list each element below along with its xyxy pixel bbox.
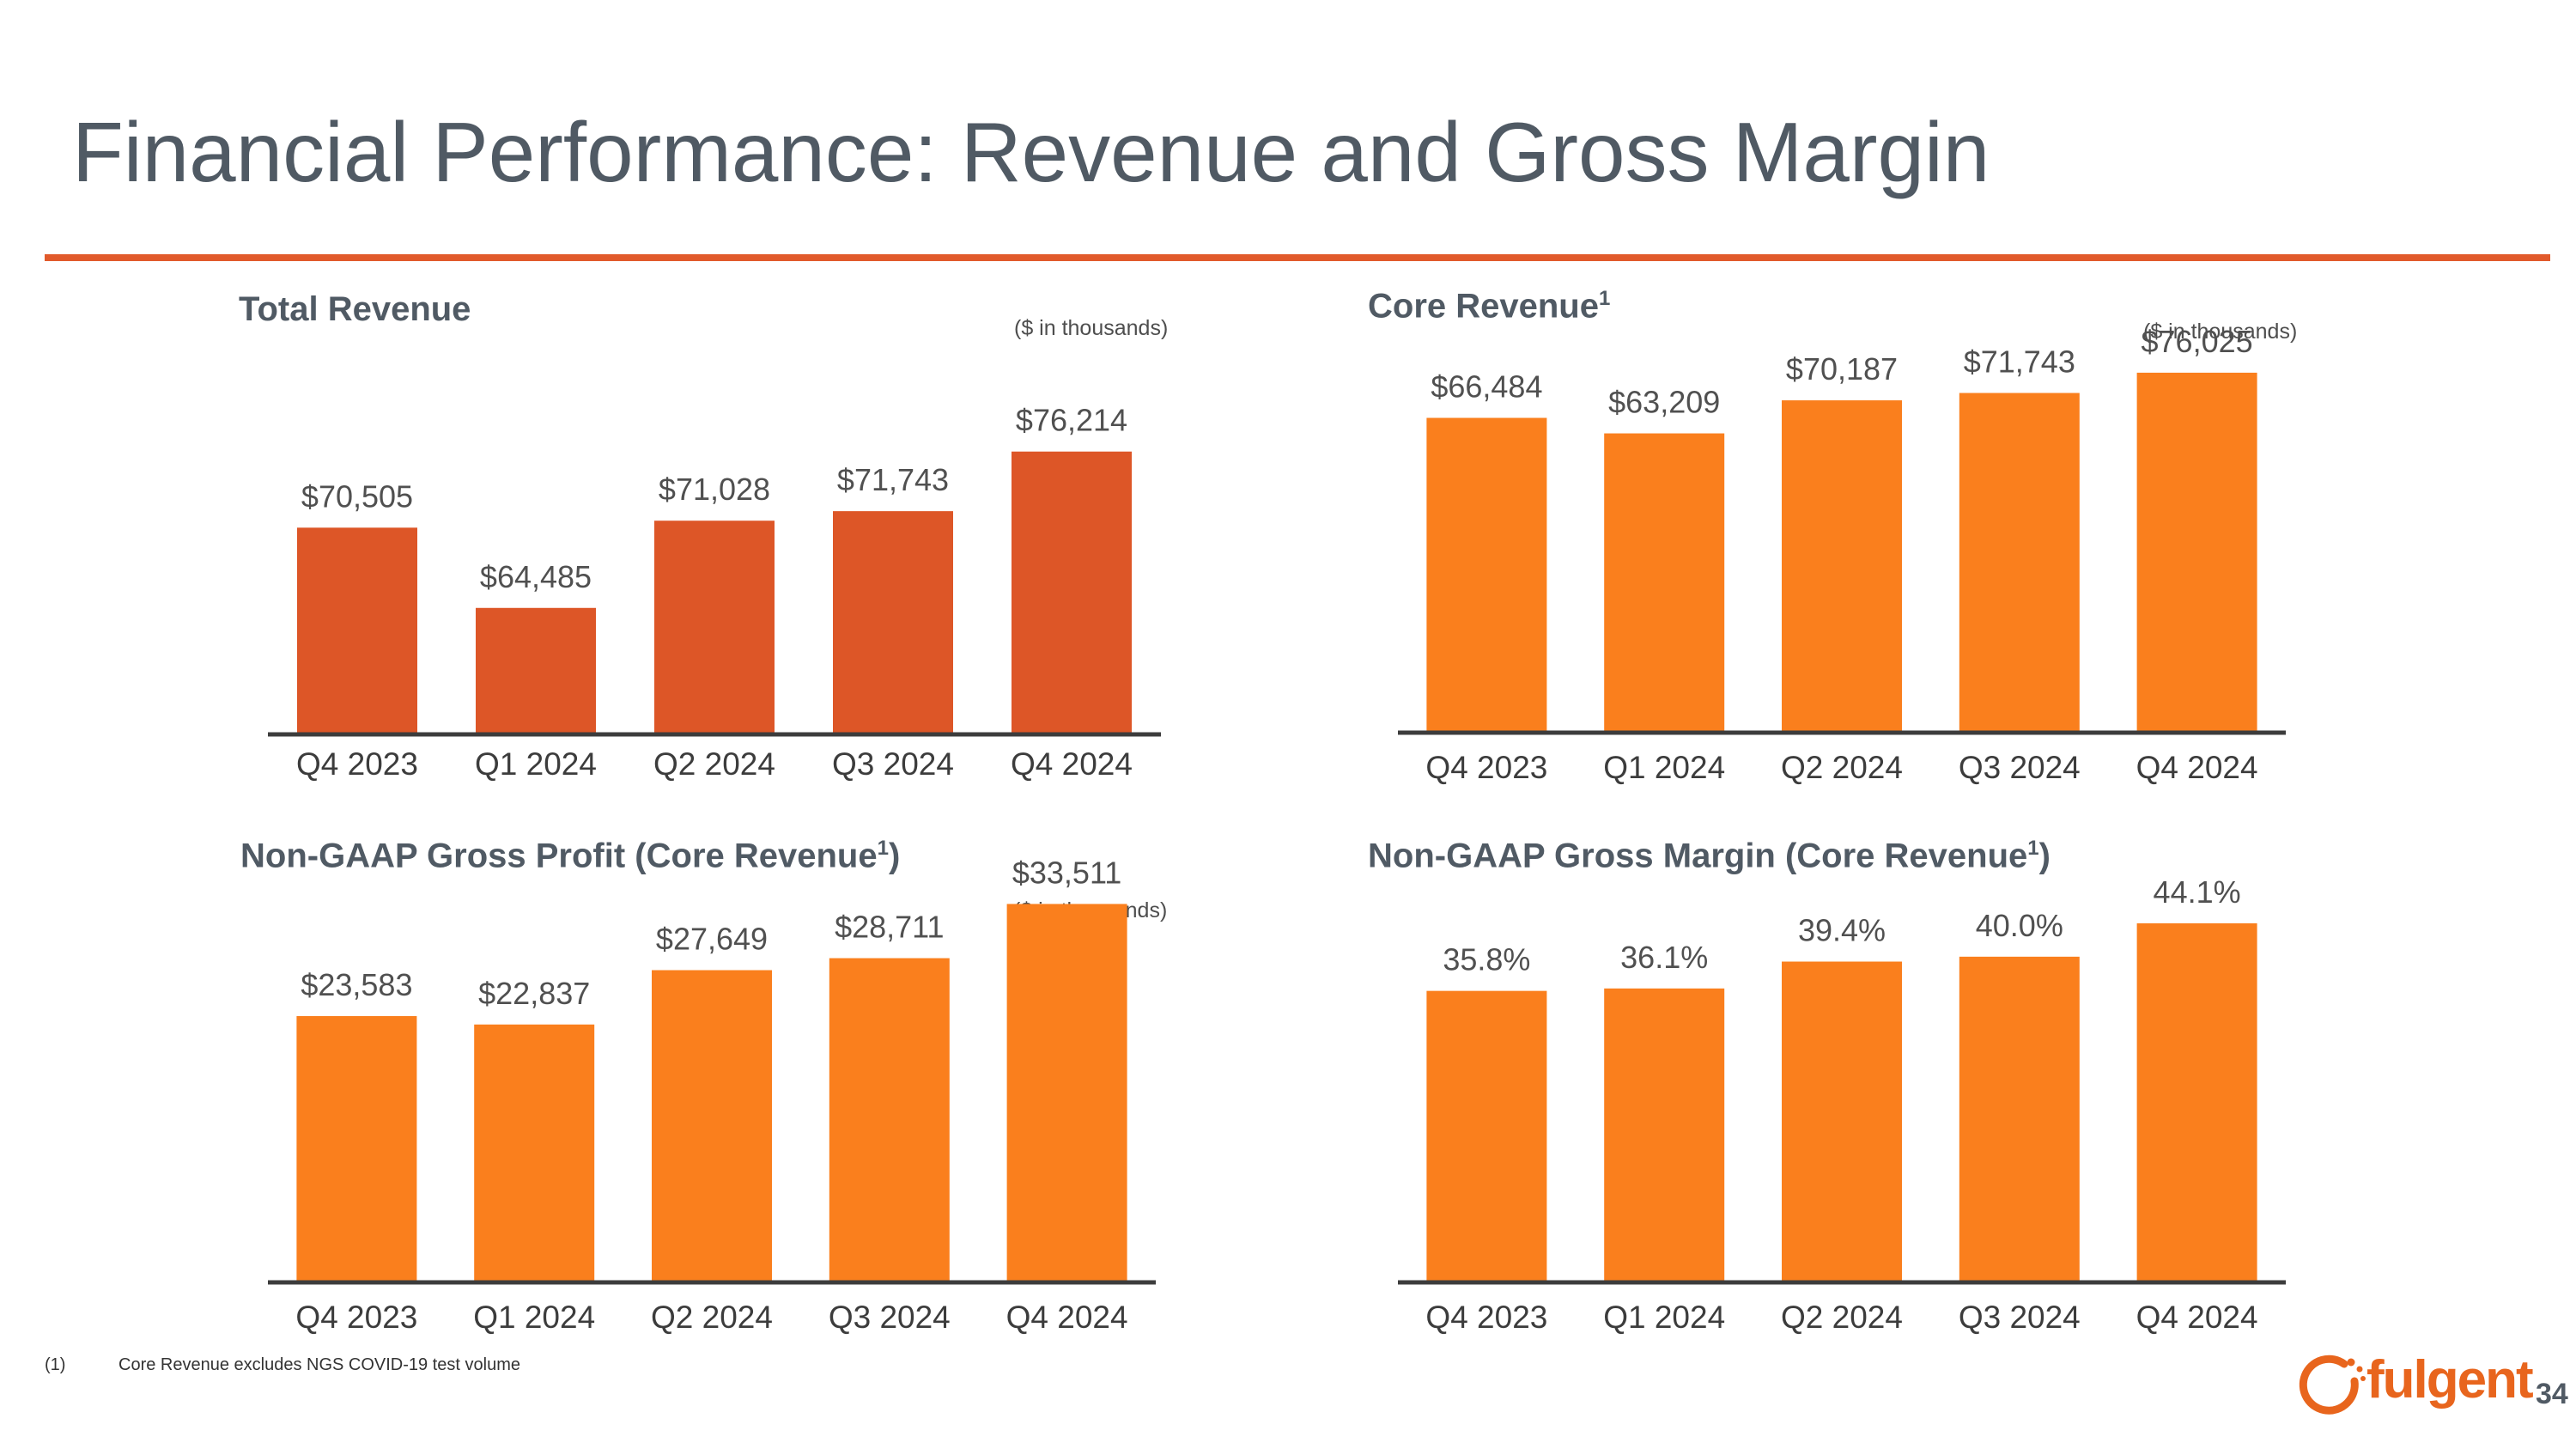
footnote-text: Core Revenue excludes NGS COVID-19 test … [118,1355,520,1374]
data-label: $28,711 [835,910,944,945]
bar-q1-2024 [1604,988,1725,1282]
footnote-marker: 1 [1598,287,1611,310]
x-tick-label: Q2 2024 [1781,750,1903,785]
x-tick-label: Q3 2024 [1959,750,2081,785]
x-tick-label: Q1 2024 [1603,1300,1725,1335]
data-label: $71,743 [837,462,949,497]
bar-q4-2023 [296,1015,417,1282]
page-number: 34 [2536,1378,2568,1410]
data-label: $76,025 [2142,324,2253,359]
data-label: 44.1% [2154,874,2241,910]
x-tick-label: Q4 2024 [1011,746,1133,782]
data-label: $64,485 [480,559,592,594]
bar-q4-2024 [1012,451,1132,734]
x-tick-label: Q3 2024 [832,746,954,782]
data-label: 36.1% [1620,940,1708,975]
data-label: $71,743 [1964,344,2075,380]
bar-q4-2023 [1426,990,1547,1282]
data-label: $63,209 [1608,385,1720,420]
x-tick-label: Q4 2024 [2136,1300,2258,1335]
x-tick-label: Q2 2024 [653,746,775,782]
x-tick-label: Q3 2024 [829,1300,951,1335]
chart-title: Non-GAAP Gross Profit (Core Revenue1) [240,837,900,875]
chart-title: Total Revenue [239,290,471,329]
chart-title: Core Revenue1 [1368,287,1610,326]
data-label: $23,583 [301,967,412,1002]
x-tick-label: Q1 2024 [1603,750,1725,785]
x-tick-label: Q2 2024 [1781,1300,1903,1335]
bar-q4-2024 [1006,904,1127,1282]
chart-title-text: Core Revenue [1368,287,1599,326]
data-label: $27,649 [656,922,768,957]
data-label: $71,028 [659,472,770,507]
bar-q1-2024 [476,607,596,734]
footnote: (1) Core Revenue excludes NGS COVID-19 te… [45,1355,520,1375]
unit-note: ($ in thousands) [2143,320,2298,344]
x-tick-label: Q1 2024 [475,746,597,782]
x-tick-label: Q4 2024 [2136,750,2258,785]
title-divider [45,254,2550,261]
data-label: $33,511 [1012,855,1121,890]
bar-q2-2024 [652,970,772,1282]
bar-q2-2024 [1782,961,1902,1282]
logo-mark-icon [2299,1355,2366,1415]
chart-title-text: Total Revenue [239,290,471,328]
bar-q3-2024 [1959,393,2080,733]
logo-wordmark: fulgent [2366,1350,2534,1409]
bar-q4-2024 [2136,372,2257,733]
data-label: $76,214 [1016,403,1127,438]
data-label: $22,837 [478,976,590,1011]
data-label: 39.4% [1798,913,1886,948]
unit-note: ($ in thousands) [1014,316,1169,340]
bar-q3-2024 [833,511,953,734]
bar-q2-2024 [654,521,775,734]
bar-q1-2024 [474,1024,595,1282]
footnote-marker: 1 [877,837,889,860]
bar-q3-2024 [829,958,950,1282]
data-label: $70,505 [301,478,413,514]
data-label: 40.0% [1976,908,2063,943]
chart-title: Non-GAAP Gross Margin (Core Revenue1) [1368,837,2050,875]
chart-title-text: Non-GAAP Gross Margin (Core Revenue [1368,837,2028,875]
page-title: Financial Performance: Revenue and Gross… [72,105,1990,199]
x-tick-label: Q4 2023 [1425,1300,1547,1335]
company-logo: fulgent [2294,1352,2534,1424]
chart-title-text: Non-GAAP Gross Profit (Core Revenue [240,837,878,875]
chart-title-tail: ) [888,837,901,875]
x-tick-label: Q2 2024 [651,1300,773,1335]
chart-title-tail: ) [2038,837,2050,875]
footnote-marker: 1 [2027,837,2039,860]
footnote-number: (1) [45,1355,66,1374]
bar-q2-2024 [1782,400,1902,733]
data-label: $70,187 [1786,351,1898,387]
x-tick-label: Q4 2024 [1006,1300,1128,1335]
bar-q4-2023 [1426,417,1547,733]
bar-q4-2023 [297,527,417,734]
bar-q1-2024 [1604,433,1725,733]
x-tick-label: Q4 2023 [296,746,418,782]
x-tick-label: Q3 2024 [1959,1300,2081,1335]
data-label: 35.8% [1443,942,1530,977]
x-tick-label: Q4 2023 [1425,750,1547,785]
x-tick-label: Q1 2024 [473,1300,595,1335]
bar-q3-2024 [1959,956,2080,1282]
bar-q4-2024 [2136,922,2257,1282]
data-label: $66,484 [1431,369,1542,405]
x-tick-label: Q4 2023 [295,1300,417,1335]
